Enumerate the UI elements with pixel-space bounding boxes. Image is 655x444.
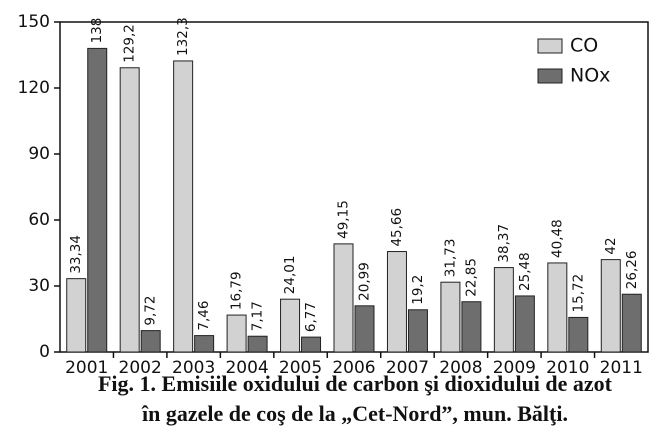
bar	[173, 60, 194, 353]
y-tick-label: 0	[39, 342, 50, 362]
value-label: 138	[89, 18, 105, 44]
x-tick-label: 2004	[225, 358, 268, 378]
value-label: 15,72	[570, 274, 586, 313]
y-tick-label: 60	[28, 210, 50, 230]
value-label: 7,17	[250, 301, 266, 331]
bar	[514, 295, 535, 353]
value-label: 9,72	[143, 296, 159, 326]
value-label: 22,85	[463, 258, 479, 297]
value-label: 31,73	[442, 239, 458, 278]
value-label: 129,2	[122, 24, 138, 63]
bar	[333, 243, 354, 353]
value-label: 24,01	[282, 256, 298, 295]
bar	[226, 314, 247, 353]
x-tick-label: 2001	[65, 358, 108, 378]
value-label: 7,46	[196, 301, 212, 331]
value-label: 19,2	[410, 275, 426, 305]
bar	[440, 281, 461, 353]
bar	[140, 330, 161, 353]
bar	[621, 293, 642, 353]
x-tick-label: 2003	[172, 358, 215, 378]
y-tick-label: 120	[18, 78, 50, 98]
bar	[354, 305, 375, 353]
value-label: 26,26	[624, 251, 640, 290]
x-tick-label: 2010	[546, 358, 589, 378]
value-label: 132,3	[175, 17, 191, 56]
bar	[194, 335, 215, 353]
y-tick-label: 30	[28, 276, 50, 296]
bar	[386, 251, 407, 353]
x-tick-label: 2011	[600, 358, 643, 378]
legend-label: NOx	[570, 65, 610, 87]
x-tick-label: 2005	[279, 358, 322, 378]
bar	[119, 67, 140, 353]
legend-swatch	[537, 38, 563, 54]
value-label: 16,79	[229, 271, 245, 310]
value-label: 38,37	[496, 224, 512, 263]
bar	[600, 259, 621, 353]
x-tick-label: 2007	[386, 358, 429, 378]
value-label: 25,48	[517, 252, 533, 291]
x-tick-label: 2009	[493, 358, 536, 378]
value-label: 45,66	[389, 208, 405, 247]
plot-frame	[59, 21, 649, 353]
bar	[547, 262, 568, 353]
bar	[87, 47, 108, 353]
x-tick-label: 2008	[439, 358, 482, 378]
legend-label: CO	[570, 35, 598, 57]
bar	[66, 278, 87, 353]
value-label: 49,15	[336, 200, 352, 239]
bar	[461, 301, 482, 353]
bar	[568, 316, 589, 353]
chart-title: Fig. 1. Emisiile oxidului de carbon şi d…	[98, 371, 613, 396]
value-label: 33,34	[68, 235, 84, 274]
legend-swatch	[537, 68, 563, 84]
value-label: 6,77	[303, 302, 319, 332]
chart-title: în gazele de coş de la „Cet-Nord”, mun. …	[141, 401, 568, 426]
bar	[301, 336, 322, 353]
y-tick-label: 90	[28, 144, 50, 164]
x-tick-label: 2006	[332, 358, 375, 378]
y-tick-label: 150	[18, 12, 50, 32]
x-tick-label: 2002	[119, 358, 162, 378]
value-label: 42	[603, 237, 619, 254]
bar	[493, 267, 514, 353]
value-label: 20,99	[357, 262, 373, 301]
bar	[280, 298, 301, 353]
bar	[247, 335, 268, 353]
value-label: 40,48	[549, 219, 565, 258]
bar	[407, 309, 428, 353]
